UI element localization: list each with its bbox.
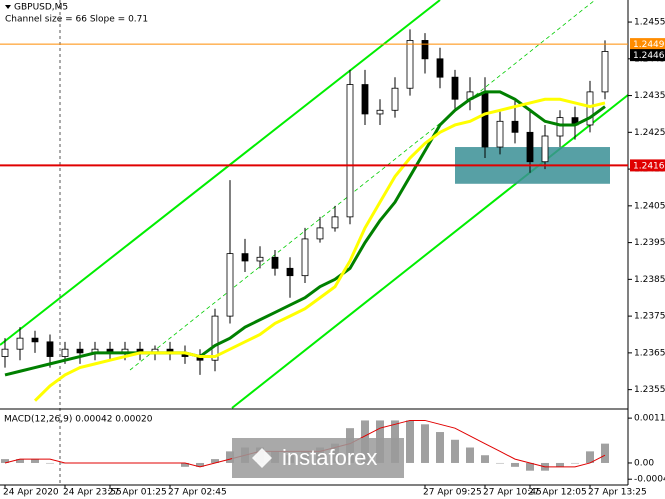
macd-bar	[601, 443, 609, 463]
y-tick-label: 1.2385	[634, 275, 665, 285]
macd-bar	[421, 424, 429, 463]
candle-body	[586, 91, 594, 126]
candle-body	[601, 51, 609, 93]
watermark-logo	[252, 448, 272, 468]
macd-bar	[226, 451, 234, 463]
candle-body	[76, 348, 84, 354]
candle-body	[481, 91, 489, 148]
candle-body	[436, 58, 444, 78]
y-tick-label: 1.2375	[634, 312, 665, 322]
macd-bar	[46, 462, 54, 464]
x-tick-label: 27 Apr 01:25	[108, 488, 167, 498]
menu-triangle	[5, 5, 11, 9]
x-tick-label: 24 Apr 2020	[3, 488, 59, 498]
macd-bar	[31, 459, 39, 463]
macd-bar	[451, 439, 459, 463]
level-label: 1.2416	[633, 161, 665, 171]
macd-bar	[436, 432, 444, 463]
candle-body	[211, 315, 219, 361]
macd-bar	[16, 459, 24, 463]
candle-body	[46, 341, 54, 357]
moving-average	[4, 90, 606, 377]
candle-body	[376, 109, 384, 115]
candle-body	[241, 253, 249, 262]
y-tick-label: 1.2405	[634, 201, 665, 211]
level-label-box	[630, 38, 665, 51]
candle-body	[271, 256, 279, 269]
y-tick-label: 1.2425	[634, 128, 665, 138]
channel-line	[0, 0, 441, 346]
y-tick-label: 1.2435	[634, 91, 665, 101]
candle-body	[496, 120, 504, 148]
macd-bar	[481, 455, 489, 463]
x-tick-label: 27 Apr 10:45	[483, 488, 542, 498]
candle-body	[301, 238, 309, 277]
macd-bar	[211, 459, 219, 463]
candle-body	[451, 76, 459, 100]
macd-bar	[196, 462, 204, 467]
candle-body	[346, 84, 354, 218]
macd-bar	[526, 462, 534, 471]
level-label: 1.2449	[633, 40, 665, 50]
macd-bar	[556, 462, 564, 467]
candle-body	[556, 117, 564, 137]
macd-bar	[571, 462, 579, 464]
level-label: 1.2446	[633, 51, 665, 61]
candle-body	[31, 337, 39, 343]
candle-body	[256, 256, 264, 262]
y-tick-label: 1.2395	[634, 238, 665, 248]
moving-average	[33, 97, 606, 402]
candle-body	[1, 348, 9, 357]
candle-body	[61, 348, 69, 357]
x-tick-label: 24 Apr 23:55	[63, 488, 122, 498]
candle-body	[511, 120, 519, 133]
y-tick-label: 0.00	[634, 458, 654, 468]
candle-body	[391, 87, 399, 111]
candle-body	[16, 337, 24, 350]
candle-body	[421, 40, 429, 60]
candle-body	[526, 131, 534, 163]
macd-title: MACD(12,26,9) 0.00042 0.00020	[4, 415, 153, 425]
x-tick-label: 27 Apr 12:05	[528, 488, 587, 498]
candle-body	[286, 267, 294, 277]
candle-body	[331, 216, 339, 229]
macd-bar	[1, 459, 9, 463]
macd-bar	[406, 420, 414, 463]
y-tick-label: 0.00116	[634, 414, 665, 424]
y-tick-label: 1.2455	[634, 18, 665, 28]
x-tick-label: 27 Apr 13:25	[588, 488, 647, 498]
macd-bar	[496, 462, 504, 464]
candle-body	[226, 253, 234, 317]
macd-bar	[586, 451, 594, 463]
x-tick-label: 27 Apr 09:25	[423, 488, 482, 498]
candle-body	[406, 40, 414, 89]
y-tick-label: -0.00042	[634, 475, 665, 485]
y-tick-label: 1.2365	[634, 348, 665, 358]
watermark: instaforex	[282, 445, 377, 470]
channel-midline	[129, 0, 596, 371]
chart-title: GBPUSD,M5	[14, 3, 68, 13]
candle-body	[361, 84, 369, 115]
macd-bar	[181, 462, 189, 467]
candle-body	[541, 135, 549, 163]
candle-body	[316, 227, 324, 240]
macd-bar	[466, 447, 474, 463]
level-label-box	[630, 49, 665, 62]
level-label-box	[630, 159, 665, 172]
macd-bar	[511, 462, 519, 467]
chart-subtitle: Channel size = 66 Slope = 0.71	[5, 15, 148, 25]
y-tick-label: 1.2355	[634, 385, 665, 395]
x-tick-label: 27 Apr 02:45	[168, 488, 227, 498]
